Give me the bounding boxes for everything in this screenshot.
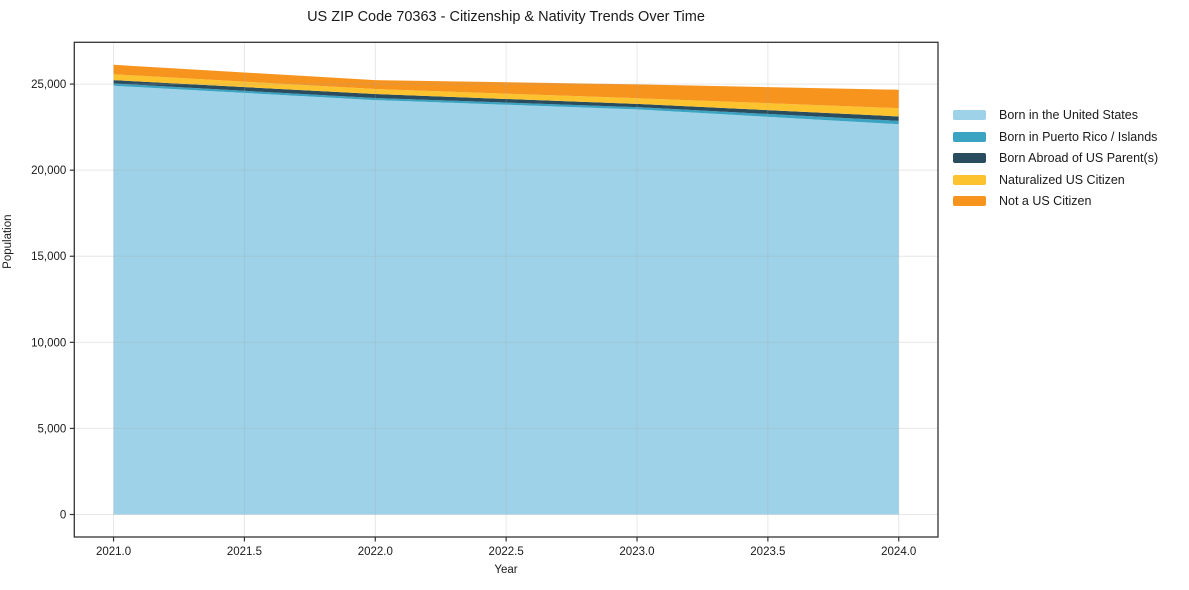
- x-tick-label: 2022.5: [489, 546, 524, 558]
- legend-label: Born in the United States: [999, 108, 1138, 122]
- area-series-1: [113, 83, 899, 125]
- y-tick-label: 20,000: [31, 165, 66, 177]
- legend-swatch-icon: [953, 153, 986, 163]
- x-tick-label: 2023.0: [619, 546, 654, 558]
- area-series-3: [113, 74, 899, 117]
- legend-item: Born in the United States: [953, 108, 1158, 122]
- legend-swatch-icon: [953, 110, 986, 120]
- legend-item: Born Abroad of US Parent(s): [953, 151, 1159, 165]
- y-tick-label: 15,000: [31, 251, 66, 263]
- y-tick-label: 5,000: [38, 423, 67, 435]
- y-tick-label: 10,000: [31, 337, 66, 349]
- legend-item: Naturalized US Citizen: [953, 172, 1158, 187]
- legend-swatch-icon: [953, 196, 986, 206]
- legend-swatch-icon: [953, 131, 986, 142]
- x-tick-label: 2023.5: [750, 546, 785, 558]
- y-tick-label: 25,000: [31, 79, 66, 91]
- area-series-2: [113, 80, 899, 121]
- x-axis-label: Year: [494, 564, 518, 576]
- x-tick-label: 2022.0: [358, 546, 393, 558]
- x-tick-label: 2021.0: [96, 546, 131, 558]
- legend-label: Born Abroad of US Parent(s): [999, 151, 1159, 165]
- legend-item: Born in Puerto Rico / Islands: [953, 129, 1158, 144]
- x-tick-label: 2021.5: [227, 546, 262, 558]
- legend-label: Not a US Citizen: [999, 194, 1092, 208]
- legend: Born in the United States Born in Puerto …: [953, 108, 1159, 208]
- legend-label: Born in Puerto Rico / Islands: [999, 129, 1158, 144]
- chart-title: US ZIP Code 70363 - Citizenship & Nativi…: [307, 9, 705, 25]
- y-tick-label: 0: [60, 510, 66, 522]
- legend-swatch-icon: [953, 174, 986, 185]
- legend-item: Not a US Citizen: [953, 194, 1158, 208]
- x-tick-label: 2024.0: [881, 546, 916, 558]
- area-series-0: [113, 85, 899, 515]
- legend-label: Naturalized US Citizen: [999, 172, 1125, 187]
- y-axis-label: Population: [2, 214, 14, 269]
- area-series-4: [113, 64, 899, 109]
